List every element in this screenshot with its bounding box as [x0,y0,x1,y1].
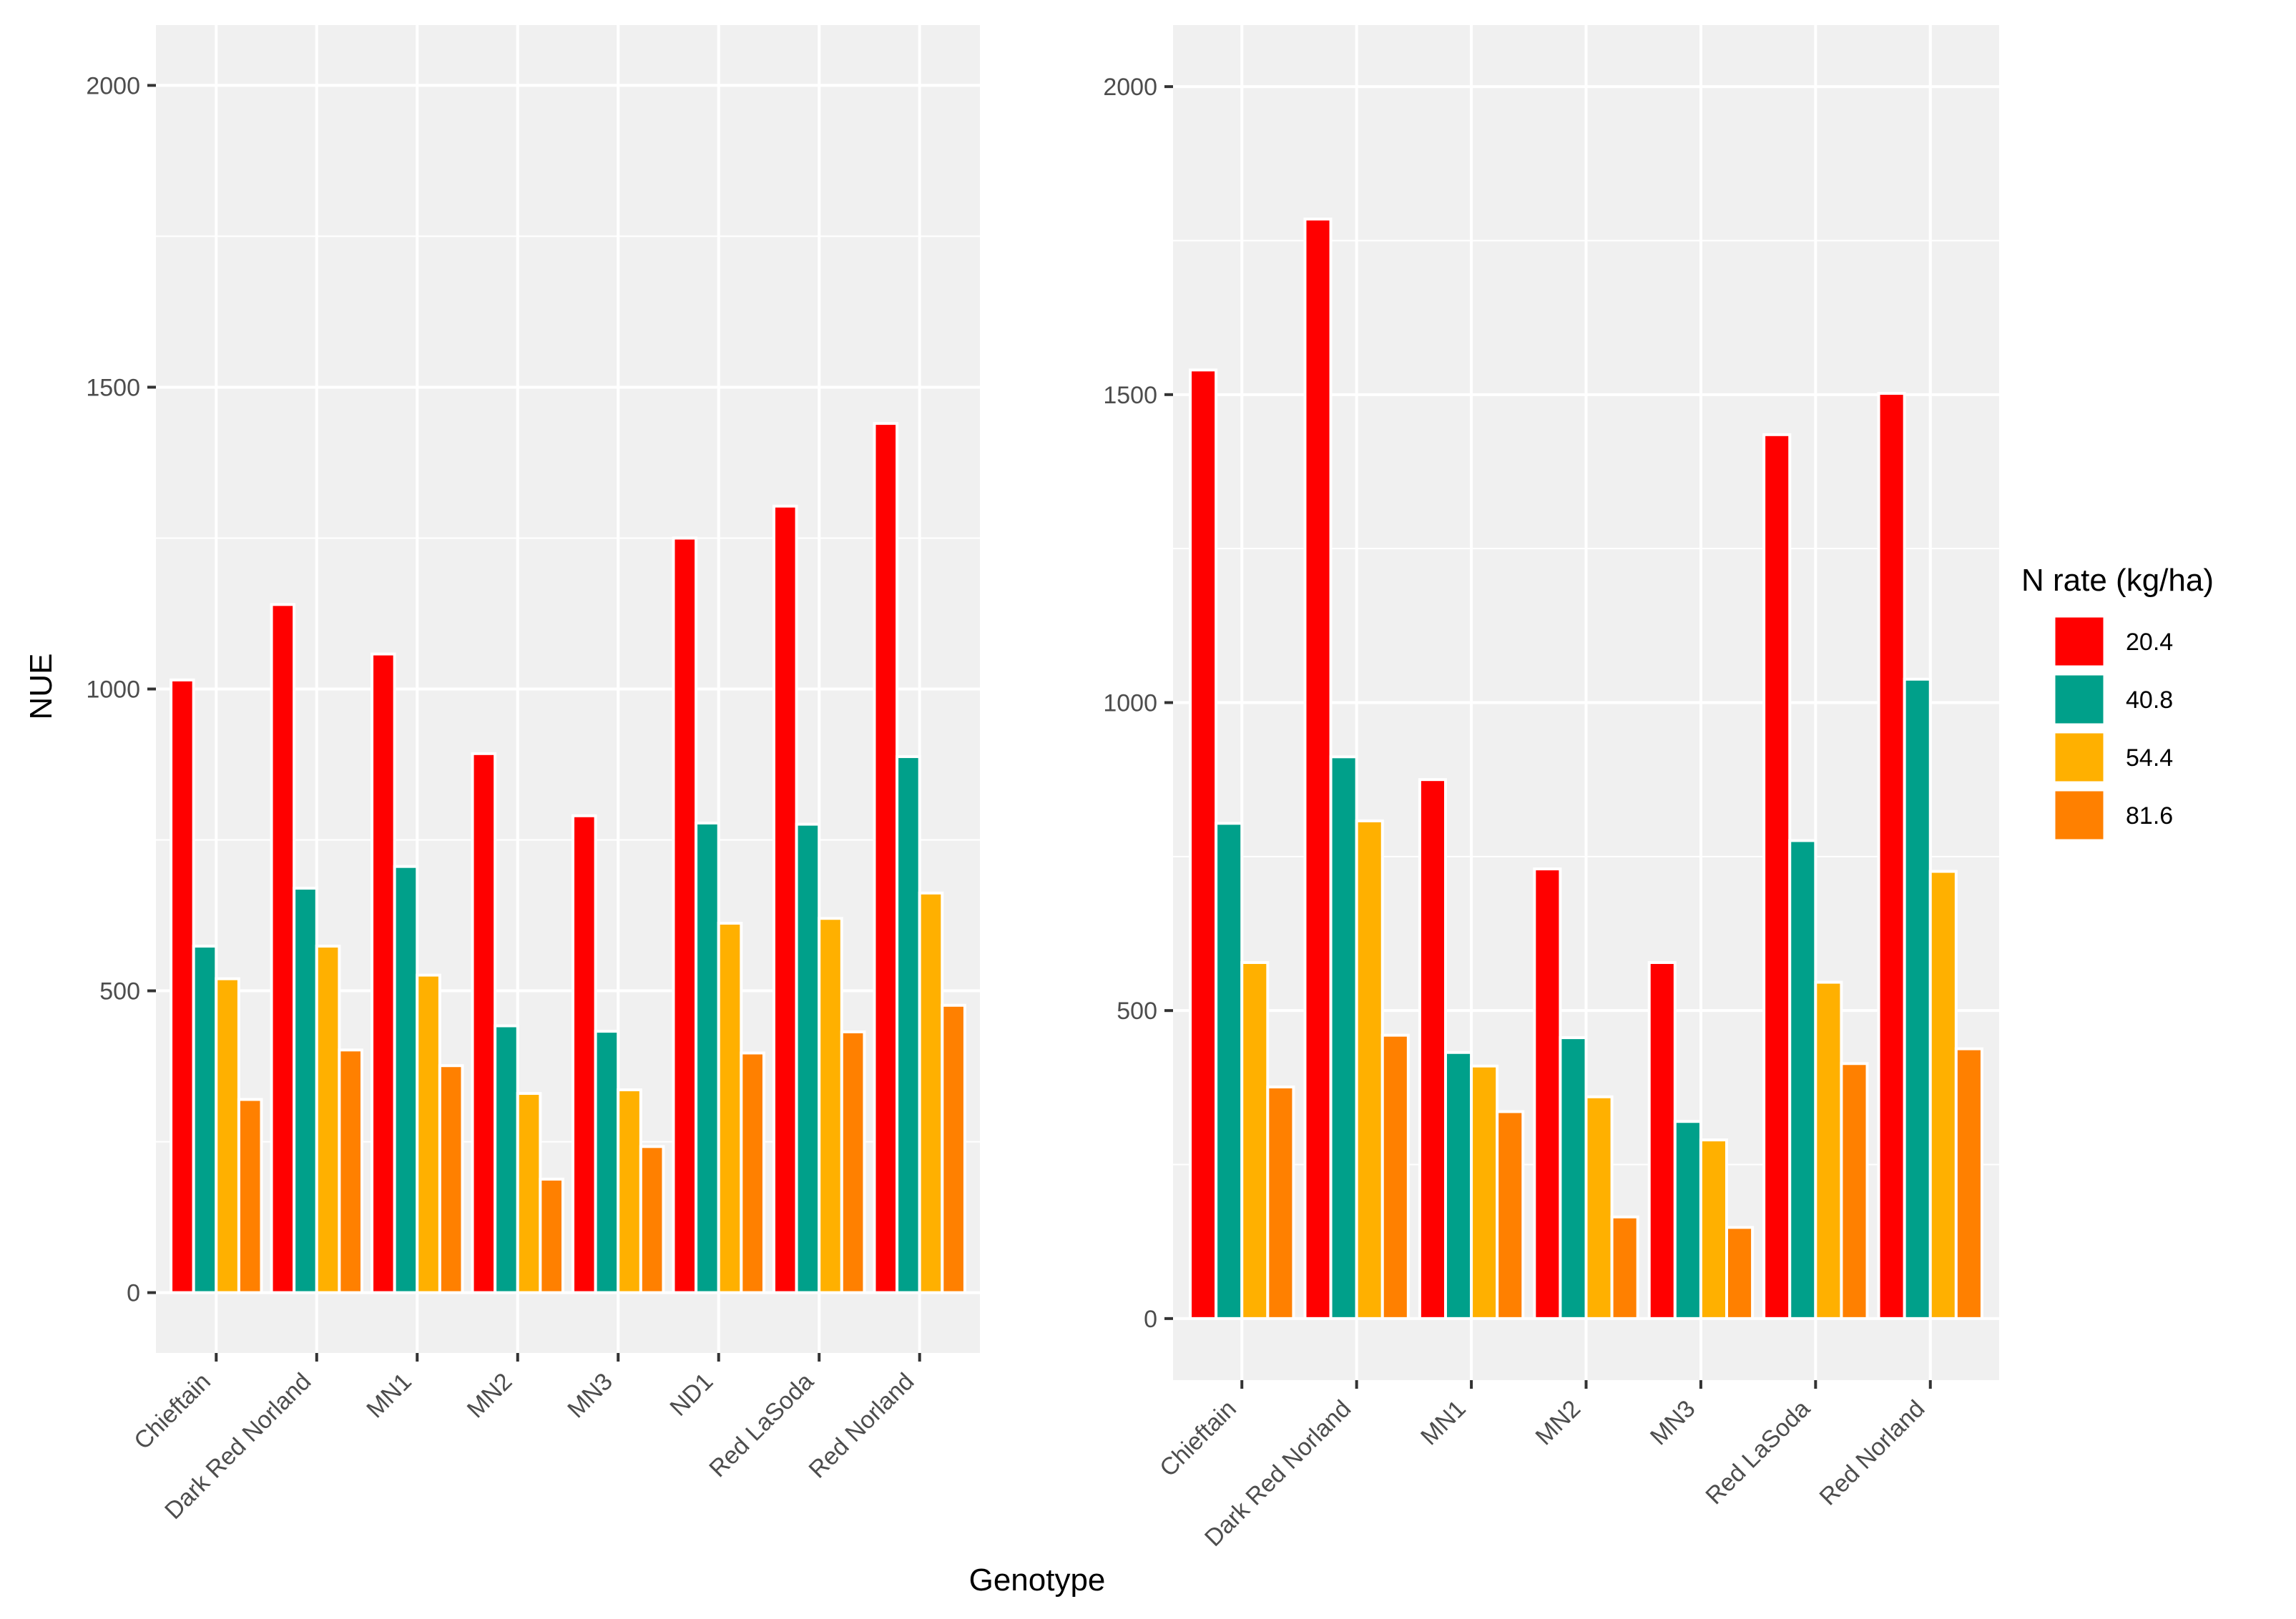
bar-mn3-81.6 [639,1145,665,1294]
y-tick-label: 1500 [86,374,140,401]
bar-red-norland-54.4 [1928,870,1958,1320]
bar-red-norland-54.4 [918,891,944,1294]
bar-mn3-20.4 [1647,960,1677,1320]
bar-red-norland-40.8 [1903,677,1932,1320]
bar-mn1-81.6 [438,1064,464,1294]
x-tick-label: Red LaSoda [1700,1395,1815,1510]
legend-title: N rate (kg/ha) [2021,563,2214,598]
bar-mn2-54.4 [1584,1095,1614,1320]
x-tick-label: ND1 [664,1368,718,1422]
x-tick-label: Chieftain [129,1368,216,1455]
bar-mn1-40.8 [393,865,419,1294]
x-tick-label: MN3 [562,1368,618,1424]
bar-mn2-40.8 [494,1024,519,1294]
bar-red-norland-40.8 [896,755,921,1294]
x-tick-label: Red LaSoda [704,1368,819,1483]
bar-mn1-20.4 [371,652,396,1294]
y-tick-label: 500 [99,978,140,1005]
bar-chieftain-20.4 [170,678,195,1294]
bar-dark-red-norland-20.4 [1303,217,1333,1320]
y-tick-label: 500 [1117,998,1157,1025]
bar-red-norland-81.6 [941,1003,966,1294]
bar-red-lasoda-20.4 [1762,433,1792,1320]
bar-red-lasoda-40.8 [795,822,821,1294]
bar-nd1-54.4 [717,922,743,1294]
bar-mn1-81.6 [1496,1110,1525,1320]
y-tick-label: 1000 [1103,690,1157,717]
bar-mn3-40.8 [1673,1120,1702,1320]
bar-red-lasoda-81.6 [1840,1062,1869,1320]
bar-red-norland-81.6 [1954,1047,1983,1320]
legend-key-54.4 [2053,731,2106,784]
bar-red-lasoda-54.4 [1814,980,1843,1320]
bar-red-lasoda-81.6 [840,1030,866,1294]
bar-nd1-81.6 [740,1051,765,1294]
bar-mn2-20.4 [471,752,497,1294]
bar-dark-red-norland-81.6 [338,1048,364,1294]
x-axis-title: Genotype [969,1563,1106,1598]
y-tick-label: 0 [127,1280,140,1307]
bar-chieftain-54.4 [215,977,240,1294]
bar-red-lasoda-20.4 [772,504,798,1294]
bar-mn3-20.4 [571,814,597,1294]
y-tick-label: 1500 [1103,382,1157,409]
y-tick-label: 2000 [1103,74,1157,101]
legend-label: 40.8 [2126,687,2173,714]
x-tick-label: MN3 [1645,1395,1701,1451]
bar-mn2-54.4 [516,1092,542,1294]
bar-chieftain-81.6 [237,1098,263,1294]
bar-red-norland-20.4 [1877,392,1906,1320]
bar-dark-red-norland-54.4 [315,945,341,1294]
bar-mn2-40.8 [1559,1036,1588,1320]
y-tick-label: 0 [1144,1306,1157,1333]
x-tick-label: Chieftain [1154,1395,1242,1482]
legend-label: 81.6 [2126,802,2173,830]
bar-mn3-54.4 [1699,1138,1729,1320]
legend-label: 20.4 [2126,629,2173,656]
bar-mn2-81.6 [539,1177,564,1294]
bar-dark-red-norland-81.6 [1380,1033,1410,1320]
x-tick-label: MN1 [1416,1395,1471,1451]
bar-nd1-40.8 [695,821,720,1294]
bar-red-lasoda-40.8 [1788,839,1817,1320]
bar-mn1-20.4 [1418,778,1447,1320]
bar-mn3-40.8 [594,1030,620,1294]
bar-chieftain-20.4 [1189,368,1218,1320]
bar-mn1-54.4 [1470,1064,1499,1320]
bar-chieftain-81.6 [1266,1085,1295,1320]
legend: N rate (kg/ha) 20.4 40.8 54.4 81.6 [2021,563,2214,842]
x-tick-label: MN2 [1531,1395,1586,1451]
legend-key-81.6 [2053,789,2106,842]
x-tick-label: MN2 [462,1368,518,1424]
x-tick-label: MN1 [361,1368,417,1424]
bar-red-norland-20.4 [873,422,899,1294]
bar-dark-red-norland-40.8 [1329,755,1358,1320]
bar-red-lasoda-54.4 [818,917,843,1294]
x-tick-label: Red Norland [1815,1395,1930,1511]
legend-key-40.8 [2053,673,2106,726]
bar-chieftain-40.8 [192,945,218,1294]
bar-nd1-20.4 [672,536,698,1294]
bar-mn1-40.8 [1443,1050,1473,1320]
y-tick-label: 2000 [86,72,140,99]
bar-mn2-81.6 [1610,1215,1639,1320]
bar-mn2-20.4 [1533,867,1562,1320]
bar-mn3-54.4 [617,1088,642,1294]
bar-dark-red-norland-40.8 [293,887,318,1294]
x-tick-label: Red Norland [804,1368,920,1484]
bar-mn1-54.4 [416,973,441,1294]
bar-chieftain-40.8 [1215,822,1244,1320]
bar-dark-red-norland-20.4 [270,603,296,1294]
legend-key-20.4 [2053,615,2106,668]
bar-chieftain-54.4 [1240,960,1270,1320]
legend-label: 54.4 [2126,744,2173,772]
bar-dark-red-norland-54.4 [1355,819,1384,1320]
bar-mn3-81.6 [1725,1226,1755,1320]
y-tick-label: 1000 [86,676,140,704]
y-axis-title: NUE [24,654,59,720]
